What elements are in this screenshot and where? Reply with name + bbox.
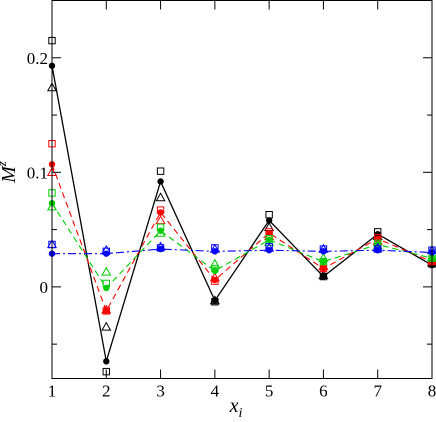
data-point xyxy=(157,178,164,185)
series-line xyxy=(51,65,433,362)
series-11 xyxy=(46,239,436,254)
data-point xyxy=(374,239,382,248)
series-line xyxy=(51,202,433,289)
data-point xyxy=(157,209,164,216)
x-tick-label: 7 xyxy=(373,382,382,401)
x-tick-label: 5 xyxy=(265,382,274,401)
data-point xyxy=(320,265,327,272)
y-tick-label: 0.1 xyxy=(27,163,48,182)
x-tick-label: 6 xyxy=(319,382,328,401)
x-tick-label: 1 xyxy=(48,382,57,401)
y-axis-label-main: M xyxy=(0,165,20,184)
data-point xyxy=(155,241,166,251)
data-point xyxy=(209,272,220,282)
y-axis-label: Mz xyxy=(0,161,20,184)
x-tick-label: 8 xyxy=(428,382,436,401)
data-point xyxy=(320,248,327,255)
x-axis-label-main: x xyxy=(229,395,239,417)
data-point xyxy=(211,264,219,273)
series-2 xyxy=(46,82,436,331)
y-tick-label: 0 xyxy=(40,278,49,297)
x-axis-label-sub: i xyxy=(239,406,243,421)
data-point xyxy=(156,223,165,232)
data-point xyxy=(209,295,220,305)
data-point xyxy=(101,304,112,314)
series-7 xyxy=(48,189,436,288)
data-point xyxy=(156,167,165,175)
series-1 xyxy=(48,36,436,376)
data-point xyxy=(101,266,112,276)
data-point xyxy=(155,227,166,237)
series-0 xyxy=(48,62,436,365)
plot-frame xyxy=(51,0,433,379)
data-point xyxy=(101,321,112,331)
data-point xyxy=(318,270,329,280)
data-point xyxy=(265,235,273,243)
data-point xyxy=(209,258,220,268)
x-tick-label: 4 xyxy=(211,382,220,401)
data-point xyxy=(155,192,166,202)
data-point xyxy=(374,228,382,236)
data-point xyxy=(318,243,329,253)
series-line xyxy=(51,164,433,313)
tick-layer: 1 2 3 4 5 6 7 8 0 0.1 0.2 xyxy=(27,0,436,401)
data-point xyxy=(103,358,110,365)
y-axis-label-sup: z xyxy=(0,161,9,167)
data-point xyxy=(103,284,110,292)
y-tick-label: 0.2 xyxy=(27,49,48,68)
data-point xyxy=(318,252,329,262)
data-point xyxy=(264,236,275,246)
series-layer xyxy=(46,36,436,376)
data-point xyxy=(318,260,329,270)
data-point xyxy=(156,206,165,214)
data-point xyxy=(372,242,383,252)
series-line xyxy=(52,248,433,255)
x-axis-label: xi xyxy=(229,395,243,421)
data-point xyxy=(102,279,110,288)
data-point xyxy=(264,242,275,252)
data-point xyxy=(101,244,112,254)
x-tick-label: 3 xyxy=(156,382,165,401)
x-tick-label: 2 xyxy=(102,382,111,401)
data-point xyxy=(209,243,220,253)
data-point xyxy=(265,211,273,219)
data-point xyxy=(211,267,219,275)
